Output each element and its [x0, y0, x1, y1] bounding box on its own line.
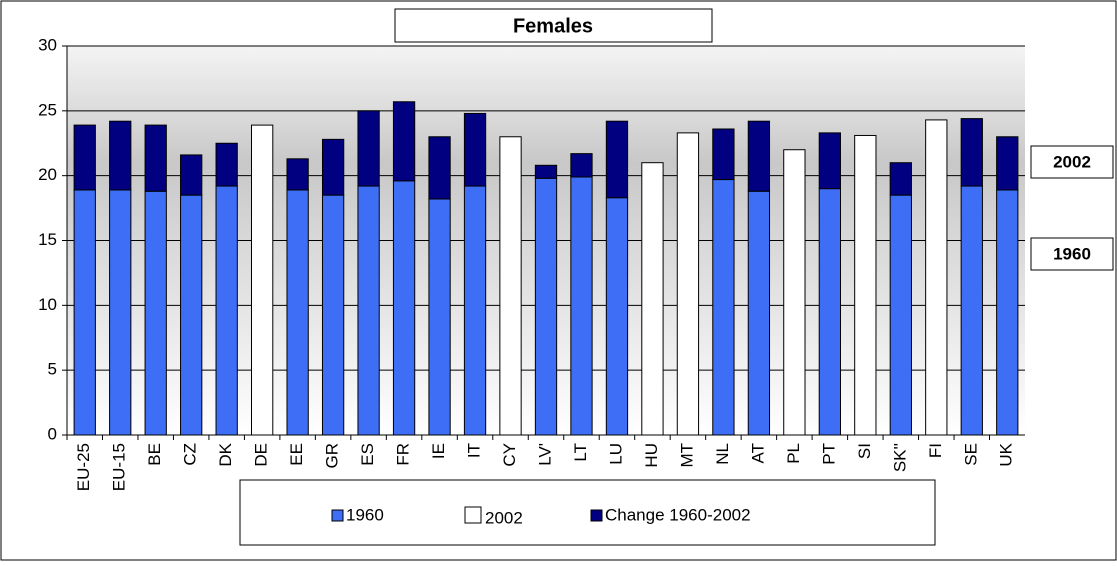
bar [889, 194, 912, 436]
legend-swatch [464, 506, 482, 524]
bar [321, 194, 345, 436]
side-label: 1960 [1053, 244, 1091, 263]
x-tick-label: GR [323, 443, 342, 469]
chart-title: Females [513, 15, 593, 37]
bar [109, 120, 132, 191]
side-label-box [1030, 237, 1114, 271]
bar [641, 162, 664, 436]
y-tick-label: 0 [48, 424, 57, 443]
bar [712, 179, 735, 436]
x-tick-label: MT [677, 443, 696, 468]
bar [818, 188, 841, 436]
x-tick-label: LT [571, 443, 590, 462]
bar [144, 190, 167, 436]
x-tick-label: EE [287, 443, 306, 466]
legend-label: 2002 [485, 508, 523, 527]
x-tick-label: ES [358, 443, 377, 466]
bar [321, 138, 345, 196]
bar [818, 132, 841, 190]
y-tick-label: 30 [38, 35, 57, 54]
bar [960, 118, 983, 187]
x-tick-label: CY [500, 443, 519, 467]
bar [180, 194, 203, 436]
bar [534, 177, 558, 436]
x-tick-label: AT [748, 443, 767, 463]
x-tick-label: HU [642, 443, 661, 468]
bar [783, 149, 806, 436]
y-tick-label: 20 [38, 165, 57, 184]
legend-label: 1960 [346, 505, 384, 524]
bar [357, 185, 380, 436]
y-tick-label: 5 [48, 360, 57, 379]
bar [996, 189, 1019, 436]
x-tick-label: FR [394, 443, 413, 466]
x-tick-label: DE [252, 443, 271, 467]
x-tick-label: PL [784, 443, 803, 464]
bar [286, 189, 309, 436]
bar [996, 136, 1019, 191]
bar [747, 190, 771, 436]
x-tick-label: LV' [535, 443, 554, 466]
x-tick-label: CZ [181, 443, 200, 466]
bar [73, 124, 96, 191]
title-box [394, 8, 713, 43]
legend-label: Change 1960-2002 [605, 505, 751, 524]
x-tick-label: FI [926, 443, 945, 458]
x-tick-label: UK [997, 442, 1016, 466]
x-tick-label: SE [961, 443, 980, 466]
bar [286, 158, 309, 191]
bar [144, 124, 167, 192]
y-tick-label: 15 [38, 230, 57, 249]
bar [357, 110, 380, 187]
bar [925, 119, 948, 436]
bar [463, 112, 487, 187]
x-tick-label: SK'' [890, 443, 909, 472]
y-tick-label: 25 [38, 100, 57, 119]
bar [428, 136, 451, 200]
bar [605, 120, 629, 199]
bar [570, 153, 593, 178]
y-tick-label: 10 [38, 295, 57, 314]
bar [73, 189, 96, 436]
bar [392, 180, 416, 436]
x-tick-label: EU-25 [74, 443, 93, 491]
bar [676, 132, 700, 436]
bar [109, 189, 132, 436]
bar [428, 198, 451, 436]
bar [570, 176, 593, 436]
x-tick-label: SI [855, 443, 874, 459]
bar [251, 124, 274, 436]
bar [392, 101, 416, 182]
x-tick-label: EU-15 [110, 443, 129, 491]
bar [499, 136, 522, 436]
x-tick-label: IE [429, 443, 448, 459]
x-tick-label: LU [606, 443, 625, 465]
legend-swatch [590, 509, 603, 522]
bar [889, 162, 912, 196]
bar [747, 120, 771, 192]
bar [463, 185, 487, 436]
side-label: 2002 [1053, 152, 1091, 171]
bar [712, 128, 735, 181]
legend [239, 479, 936, 546]
bar [215, 142, 238, 187]
bar [960, 185, 983, 436]
bar [854, 134, 877, 436]
x-tick-label: NL [713, 443, 732, 465]
bar [534, 164, 558, 179]
side-label-box [1030, 145, 1114, 179]
x-tick-label: IT [465, 443, 484, 458]
bar [215, 185, 238, 436]
bar [180, 154, 203, 196]
x-tick-label: BE [145, 443, 164, 466]
x-tick-label: PT [819, 443, 838, 465]
x-tick-label: DK [216, 442, 235, 466]
bar [605, 197, 629, 436]
legend-swatch [331, 509, 344, 522]
